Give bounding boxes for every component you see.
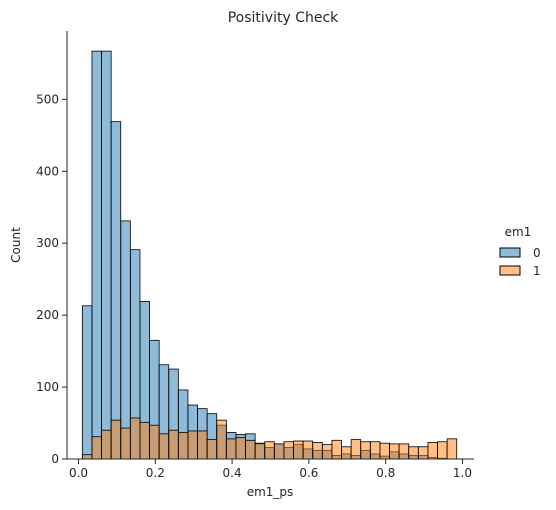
- series-1-bars: [81, 417, 458, 460]
- bar-series-1-bin-4: [120, 427, 131, 460]
- bar-series-1-bin-21: [283, 441, 294, 460]
- bar-series-0-bin-3: [110, 121, 122, 460]
- bar-series-1-bin-30: [369, 441, 381, 460]
- bar-series-1-bin-2: [101, 429, 112, 460]
- bar-series-1-bin-1: [91, 436, 102, 460]
- bar-series-1-bin-25: [321, 444, 333, 460]
- bar-series-1-bin-20: [273, 443, 285, 460]
- bar-series-1-bin-26: [331, 439, 342, 460]
- bar-series-1-bin-33: [398, 443, 410, 460]
- y-tick-label: 500: [36, 92, 59, 106]
- bar-series-1-bin-10: [177, 431, 189, 460]
- bar-series-1-bin-24: [312, 442, 323, 460]
- bar-series-1-bin-37: [437, 441, 448, 460]
- series-0-bars: [81, 50, 448, 460]
- bar-series-1-bin-27: [341, 446, 352, 460]
- y-tick-label: 400: [36, 164, 59, 178]
- legend-title: em1: [505, 225, 532, 239]
- y-tick-label: 0: [51, 452, 59, 466]
- bar-series-1-bin-36: [427, 442, 438, 460]
- bar-series-1-bin-8: [158, 433, 170, 460]
- y-axis-label: Count: [9, 227, 23, 263]
- bar-series-1-bin-16: [235, 437, 246, 460]
- bar-series-1-bin-17: [245, 439, 256, 460]
- bar-series-1-bin-18: [254, 442, 266, 460]
- bar-series-1-bin-35: [417, 446, 429, 460]
- bar-series-1-bin-12: [197, 430, 208, 460]
- x-tick-label: 0.6: [299, 466, 318, 480]
- bar-series-1-bin-31: [379, 442, 390, 460]
- bar-series-1-bin-32: [389, 443, 400, 460]
- bar-series-1-bin-14: [216, 419, 227, 460]
- x-tick-label: 0.0: [69, 466, 88, 480]
- x-tick-label: 0.8: [376, 466, 395, 480]
- legend-swatch-1: [499, 265, 521, 276]
- y-tick-label: 100: [36, 380, 59, 394]
- bar-series-1-bin-3: [110, 419, 122, 460]
- x-axis-label: em1_ps: [247, 485, 294, 499]
- bar-series-1-bin-5: [129, 417, 141, 460]
- bar-series-1-bin-13: [206, 439, 218, 460]
- chart-title: Positivity Check: [228, 10, 339, 26]
- bar-series-1-bin-28: [350, 439, 362, 460]
- legend-label-0: 0: [533, 246, 541, 260]
- x-tick-label: 1.0: [453, 466, 472, 480]
- bar-series-1-bin-19: [264, 441, 275, 460]
- bar-series-0-bin-1: [91, 50, 102, 460]
- bar-series-1-bin-0: [81, 454, 93, 460]
- legend-swatch-0: [499, 247, 521, 258]
- legend-label-1: 1: [533, 264, 541, 278]
- bar-series-0-bin-2: [101, 50, 112, 460]
- y-tick-label: 300: [36, 236, 59, 250]
- bar-series-0-bin-0: [81, 305, 93, 460]
- y-tick-label: 200: [36, 308, 59, 322]
- bar-series-1-bin-22: [293, 440, 304, 460]
- bar-series-1-bin-9: [168, 429, 179, 460]
- bar-series-1-bin-7: [149, 424, 160, 460]
- bar-series-1-bin-29: [360, 441, 371, 460]
- legend: em1 0 1: [499, 225, 541, 278]
- bar-series-1-bin-38: [446, 438, 458, 460]
- x-tick-label: 0.4: [223, 466, 242, 480]
- x-axis-ticks: 0.0 0.2 0.4 0.6 0.8 1.0: [69, 459, 472, 480]
- bar-series-1-bin-23: [302, 440, 314, 460]
- y-axis-ticks: 0 100 200 300 400 500: [36, 92, 67, 466]
- bar-series-0-bin-4: [120, 220, 131, 460]
- bar-series-1-bin-11: [187, 430, 198, 460]
- bar-series-1-bin-15: [225, 438, 237, 460]
- bar-series-1-bin-6: [139, 421, 150, 460]
- bar-series-1-bin-34: [408, 446, 419, 460]
- x-tick-label: 0.2: [146, 466, 165, 480]
